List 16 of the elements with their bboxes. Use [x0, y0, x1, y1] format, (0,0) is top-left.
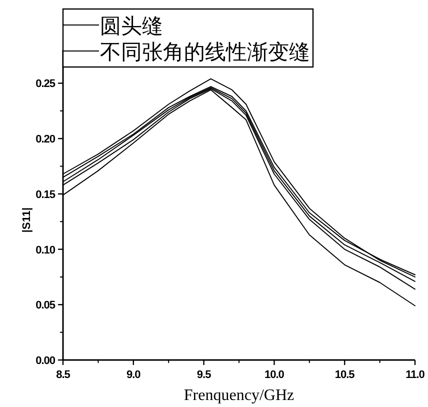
y-tick-label: 0.25 [36, 78, 56, 90]
x-tick-label: 9.5 [196, 369, 212, 381]
y-tick-label: 0.10 [36, 244, 56, 256]
x-tick-label: 10.0 [264, 369, 284, 381]
x-axis-title: Frenquency/GHz [184, 387, 294, 404]
y-tick-label: 0.15 [36, 188, 56, 201]
y-tick-label: 0.20 [36, 134, 56, 146]
legend-label: 圆头缝 [100, 14, 163, 38]
y-tick-label: 0.05 [36, 300, 56, 312]
legend-label: 不同张角的线性渐变缝 [100, 40, 310, 64]
x-tick-label: 10.5 [334, 369, 355, 381]
y-axis-title: |S11| [21, 207, 33, 233]
x-tick-label: 9.0 [126, 369, 141, 381]
x-tick-label: 11.0 [406, 369, 425, 381]
y-tick-label: 0.00 [36, 355, 56, 367]
x-tick-label: 8.5 [56, 369, 70, 381]
